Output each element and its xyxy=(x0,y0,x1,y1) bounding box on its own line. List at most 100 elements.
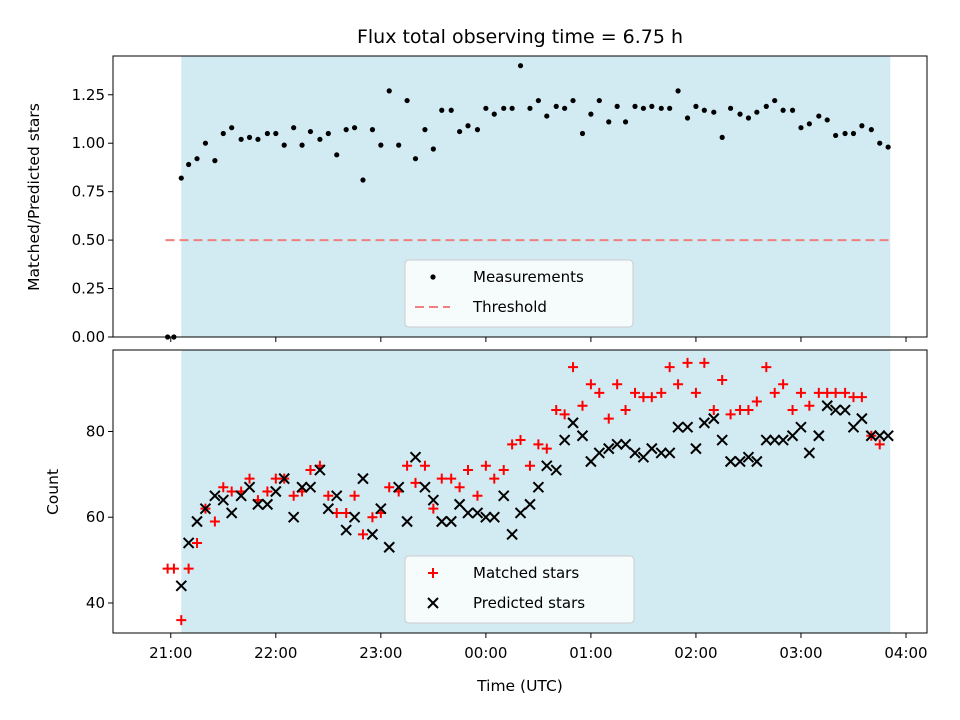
predicted-star-point xyxy=(629,447,641,459)
predicted-star-point xyxy=(287,511,300,523)
matched-star-point xyxy=(638,392,649,403)
predicted-star-point xyxy=(209,490,221,502)
predicted-star-point xyxy=(514,507,527,519)
measurement-point xyxy=(737,111,743,117)
matched-star-point xyxy=(822,387,833,398)
predicted-star-point xyxy=(829,404,842,416)
top-yticks: 0.00 0.25 0.50 0.75 1.00 1.25 xyxy=(72,86,113,346)
predicted-star-point xyxy=(690,442,702,455)
matched-star-point xyxy=(524,460,535,471)
measurement-point xyxy=(806,121,812,127)
predicted-star-point xyxy=(357,472,369,485)
matched-star-point xyxy=(498,465,509,476)
predicted-star-point xyxy=(419,481,431,493)
top-ytick-label: 0.50 xyxy=(72,231,105,249)
measurement-point xyxy=(649,103,655,109)
bottom-xtick-label: 03:00 xyxy=(779,644,822,662)
bottom-xticks: 21:00 22:00 23:00 00:00 01:00 02:00 03:00 04:00 xyxy=(149,633,928,662)
matched-star-point xyxy=(690,387,701,398)
matched-star-point xyxy=(226,486,237,497)
measurement-point xyxy=(544,113,550,119)
matched-star-point xyxy=(840,387,851,398)
matched-star-point xyxy=(603,413,614,424)
predicted-star-point xyxy=(427,494,440,506)
bottom-xlabel: Time (UTC) xyxy=(476,677,563,695)
measurement-points xyxy=(165,63,891,340)
measurement-point xyxy=(727,105,734,111)
measurement-point xyxy=(711,109,717,115)
predicted-star-point xyxy=(453,498,466,511)
top-legend-box xyxy=(404,259,634,328)
measurement-point xyxy=(833,132,839,139)
matched-star-point xyxy=(168,563,179,574)
measurement-point xyxy=(824,117,830,123)
predicted-star-point xyxy=(603,442,615,455)
predicted-star-point xyxy=(348,511,361,523)
bottom-xtick-label: 21:00 xyxy=(149,644,192,662)
top-ytick-label: 1.25 xyxy=(72,86,105,104)
matched-star-point xyxy=(436,473,447,484)
measurement-point xyxy=(465,123,471,129)
predicted-star-point xyxy=(182,537,195,549)
matched-star-point xyxy=(357,529,368,540)
measurement-point xyxy=(264,130,270,137)
predicted-star-point xyxy=(225,507,238,519)
predicted-star-point xyxy=(270,485,282,498)
bottom-ytick-label: 80 xyxy=(86,422,105,440)
bottom-plot-frame xyxy=(112,349,928,634)
matched-star-point xyxy=(367,512,378,523)
measurement-point xyxy=(396,142,402,148)
measurement-point xyxy=(386,88,392,94)
bottom-ylabel: Count xyxy=(44,469,62,515)
measurement-point xyxy=(754,109,760,115)
predicted-star-point xyxy=(366,528,379,541)
measurement-point xyxy=(570,97,576,104)
measurement-point xyxy=(772,97,778,104)
matched-star-point xyxy=(515,435,526,446)
predicted-star-point xyxy=(191,515,203,528)
measurement-point xyxy=(457,128,463,135)
bottom-xtick-label: 22:00 xyxy=(254,644,297,662)
predicted-star-point xyxy=(655,447,667,459)
matched-star-point xyxy=(218,482,229,493)
measurement-point xyxy=(606,119,612,125)
matched-stars-points xyxy=(162,357,885,626)
matched-star-point xyxy=(244,473,255,484)
measurement-point xyxy=(281,142,287,148)
top-ytick-label: 0.25 xyxy=(72,280,105,298)
predicted-star-point xyxy=(409,451,422,463)
matched-star-point xyxy=(454,482,465,493)
top-panel: 0.00 0.25 0.50 0.75 1.00 1.25 Matched/Predict… xyxy=(25,55,928,346)
top-ytick-label: 0.75 xyxy=(72,183,105,201)
predicted-star-point xyxy=(392,481,405,493)
predicted-stars-points xyxy=(175,400,894,592)
measurement-point xyxy=(816,113,822,119)
measurement-point xyxy=(483,105,489,111)
matched-star-point xyxy=(262,486,273,497)
measurement-point xyxy=(448,107,454,113)
predicted-star-point xyxy=(243,481,256,493)
predicted-star-point xyxy=(471,507,484,519)
matched-star-point xyxy=(577,400,588,411)
measurement-point xyxy=(343,127,349,133)
matched-star-point xyxy=(419,460,430,471)
matched-star-point xyxy=(630,387,641,398)
matched-star-point xyxy=(813,387,824,398)
matched-star-point xyxy=(176,615,187,626)
matched-star-point xyxy=(856,392,867,403)
predicted-star-point xyxy=(882,430,894,442)
bottom-legend-box xyxy=(404,555,635,624)
measurement-point xyxy=(789,107,796,113)
measurement-point xyxy=(798,125,804,131)
matched-star-point xyxy=(533,439,544,450)
predicted-star-point xyxy=(235,490,247,502)
measurement-point xyxy=(885,144,891,150)
predicted-star-point xyxy=(742,451,755,463)
top-plot-frame xyxy=(112,55,928,338)
measurement-point xyxy=(553,103,559,109)
matched-star-point xyxy=(472,490,483,501)
predicted-star-point xyxy=(734,455,746,468)
measurement-point xyxy=(535,97,541,104)
matched-star-point xyxy=(507,439,518,450)
measurement-point xyxy=(412,156,419,162)
